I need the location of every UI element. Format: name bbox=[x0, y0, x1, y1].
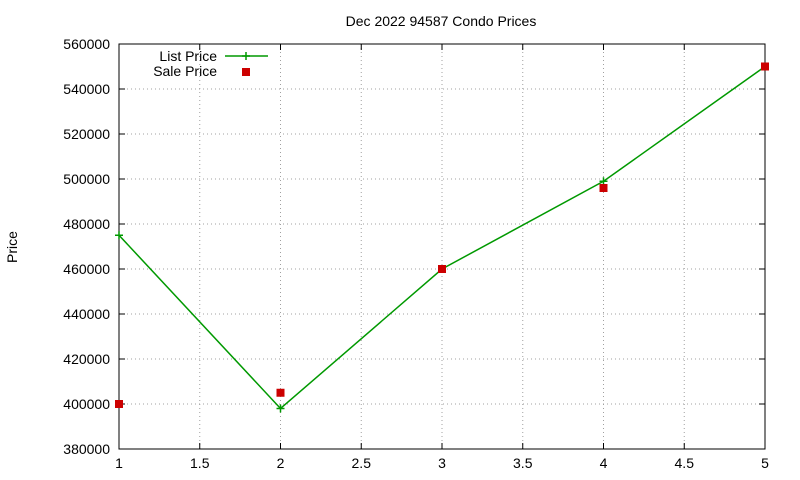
x-tick-label: 4.5 bbox=[675, 455, 695, 471]
legend-label-sale-price: Sale Price bbox=[153, 63, 217, 79]
series-layer bbox=[115, 62, 769, 413]
sale-price-point bbox=[761, 62, 769, 71]
legend-marker-sale-price bbox=[242, 68, 250, 76]
x-tick-label: 3.5 bbox=[513, 455, 533, 471]
list-price-point bbox=[276, 404, 285, 413]
sale-price-point bbox=[115, 400, 123, 408]
series-sale-price bbox=[115, 62, 769, 408]
x-tick-label: 4 bbox=[600, 455, 608, 471]
y-axis-label: Price bbox=[4, 231, 20, 263]
list-price-point bbox=[599, 177, 608, 186]
x-tick-label: 5 bbox=[761, 455, 769, 471]
x-tick-label: 2 bbox=[277, 455, 285, 471]
y-tick-label: 400000 bbox=[63, 396, 110, 412]
list-price-point bbox=[115, 231, 123, 240]
y-tick-label: 560000 bbox=[63, 36, 110, 52]
chart-title: Dec 2022 94587 Condo Prices bbox=[346, 13, 537, 29]
y-tick-label: 480000 bbox=[63, 216, 110, 232]
y-tick-label: 460000 bbox=[63, 261, 110, 277]
sale-price-point bbox=[599, 184, 608, 192]
sale-price-point bbox=[276, 388, 285, 397]
x-tick-label: 2.5 bbox=[352, 455, 372, 471]
y-tick-label: 420000 bbox=[63, 351, 110, 367]
x-tick-label: 1.5 bbox=[190, 455, 210, 471]
grid bbox=[119, 44, 765, 449]
legend-label-list-price: List Price bbox=[159, 48, 217, 64]
x-tick-label: 1 bbox=[115, 455, 123, 471]
legend: List Price Sale Price bbox=[153, 48, 268, 79]
y-tick-label: 520000 bbox=[63, 126, 110, 142]
axes bbox=[118, 43, 766, 450]
y-tick-label: 540000 bbox=[63, 81, 110, 97]
y-tick-label: 500000 bbox=[63, 171, 110, 187]
x-tick-label: 3 bbox=[438, 455, 446, 471]
legend-marker-list-price bbox=[242, 52, 250, 60]
sale-price-point bbox=[438, 265, 446, 273]
list-price-line bbox=[118, 65, 766, 410]
tick-labels: 1 1.5 2 2.5 3 3.5 4 4.5 5 380000 400000 420000 44000… bbox=[63, 36, 769, 471]
y-tick-label: 440000 bbox=[63, 306, 110, 322]
y-tick-label: 380000 bbox=[63, 441, 110, 457]
